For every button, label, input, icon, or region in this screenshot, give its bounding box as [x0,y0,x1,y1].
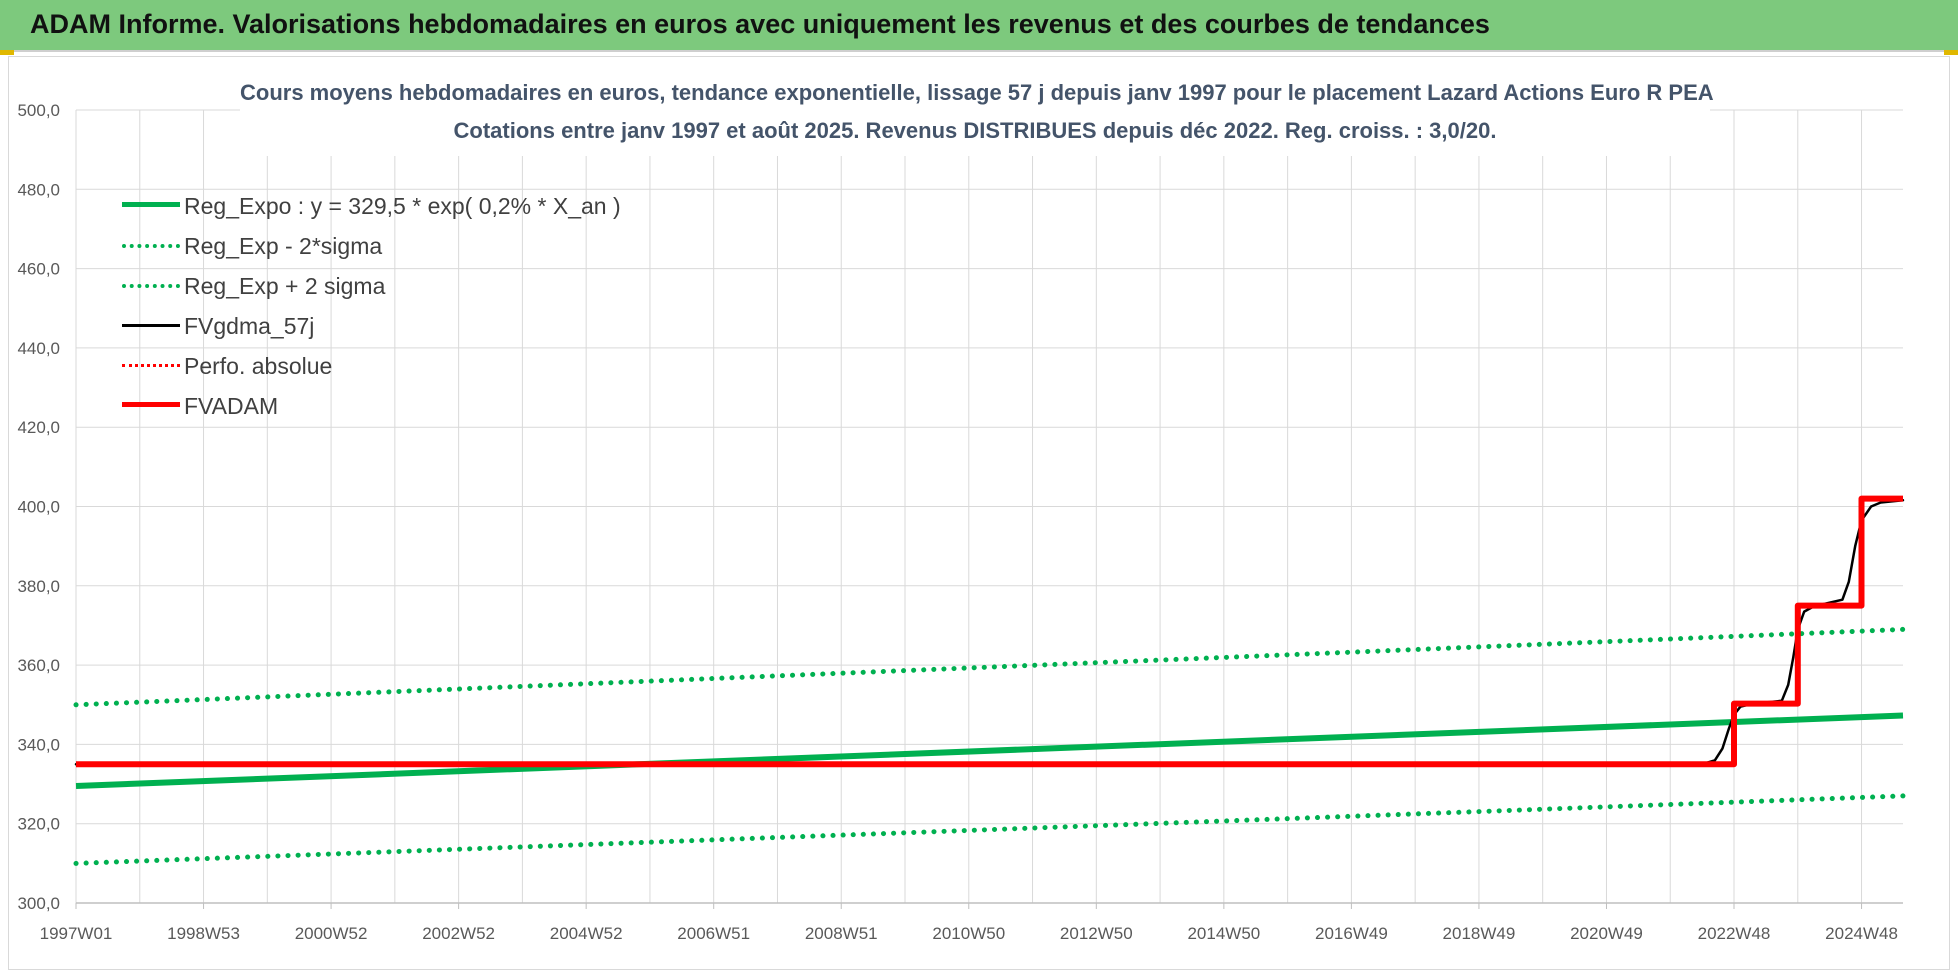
chart-title: Cours moyens hebdomadaires en euros, ten… [240,72,1714,156]
y-tick-label: 300,0 [17,894,60,913]
x-tick-label: 2012W50 [1060,924,1133,943]
x-tick-label: 2008W51 [805,924,878,943]
y-tick-label: 480,0 [17,180,60,199]
x-tick-label: 2020W49 [1570,924,1643,943]
legend-item-perfo: Perfo. absolue [118,350,638,380]
legend-label: FVADAM [184,393,279,419]
legend-label: Reg_Exp + 2 sigma [184,273,386,299]
x-tick-label: 2006W51 [677,924,750,943]
legend-swatch-reg-exp-minus [122,244,180,248]
legend-label: Reg_Expo : y = 329,5 * exp( 0,2% * X_an … [184,193,621,219]
y-tick-label: 340,0 [17,735,60,754]
legend-item-reg-exp-minus: Reg_Exp - 2*sigma [118,230,638,260]
y-tick-label: 400,0 [17,498,60,517]
x-tick-label: 2014W50 [1187,924,1260,943]
x-tick-label: 2022W48 [1698,924,1771,943]
corner-mark-left [0,50,14,55]
corner-mark-right [1944,50,1958,55]
y-axis-ticks: 500,0 480,0 460,0 440,0 420,0 400,0 380,0 360,0… [17,101,60,913]
x-tick-label: 2024W48 [1825,924,1898,943]
series-line-0 [75,712,1904,789]
series-line-2 [73,626,1906,708]
chart-legend: Reg_Expo : y = 329,5 * exp( 0,2% * X_an … [118,190,638,430]
x-axis-ticks: 1997W01 1998W53 2000W52 2002W52 2004W52 2006W… [40,903,1898,943]
legend-label: Perfo. absolue [184,353,333,379]
x-tick-label: 2016W49 [1315,924,1388,943]
x-tick-label: 2004W52 [550,924,623,943]
x-tick-label: 1998W53 [167,924,240,943]
legend-swatch-fvgdma [122,324,180,327]
chart-title-line-1: Cours moyens hebdomadaires en euros, ten… [240,80,1714,105]
legend-item-reg-exp-plus: Reg_Exp + 2 sigma [118,270,638,300]
legend-swatch-reg-expo [122,202,180,207]
y-tick-label: 380,0 [17,577,60,596]
x-tick-label: 2018W49 [1443,924,1516,943]
x-tick-label: 2000W52 [295,924,368,943]
y-tick-label: 420,0 [17,418,60,437]
x-tick-label: 2010W50 [932,924,1005,943]
legend-item-reg-expo: Reg_Expo : y = 329,5 * exp( 0,2% * X_an … [118,190,638,220]
legend-item-fvadam: FVADAM [118,390,638,420]
legend-item-fvgdma: FVgdma_57j [118,310,638,340]
legend-swatch-reg-exp-plus [122,284,180,288]
grid-layer [75,109,1903,904]
y-tick-label: 460,0 [17,260,60,279]
series-line-1 [73,793,1906,866]
series-layer [73,495,1906,866]
y-tick-label: 320,0 [17,815,60,834]
legend-label: FVgdma_57j [184,313,315,339]
y-tick-label: 500,0 [17,101,60,120]
series-line-5 [76,495,1903,768]
legend-label: Reg_Exp - 2*sigma [184,233,383,259]
report-title: ADAM Informe. Valorisations hebdomadaire… [30,9,1490,39]
y-tick-label: 360,0 [17,656,60,675]
legend-swatch-perfo [122,364,180,367]
y-tick-label: 440,0 [17,339,60,358]
chart-title-line-2: Cotations entre janv 1997 et août 2025. … [453,118,1497,143]
x-tick-label: 1997W01 [40,924,113,943]
chart-area [8,56,1950,970]
report-banner: ADAM Informe. Valorisations hebdomadaire… [0,0,1958,52]
legend-swatch-fvadam [122,402,180,407]
x-tick-label: 2002W52 [422,924,495,943]
